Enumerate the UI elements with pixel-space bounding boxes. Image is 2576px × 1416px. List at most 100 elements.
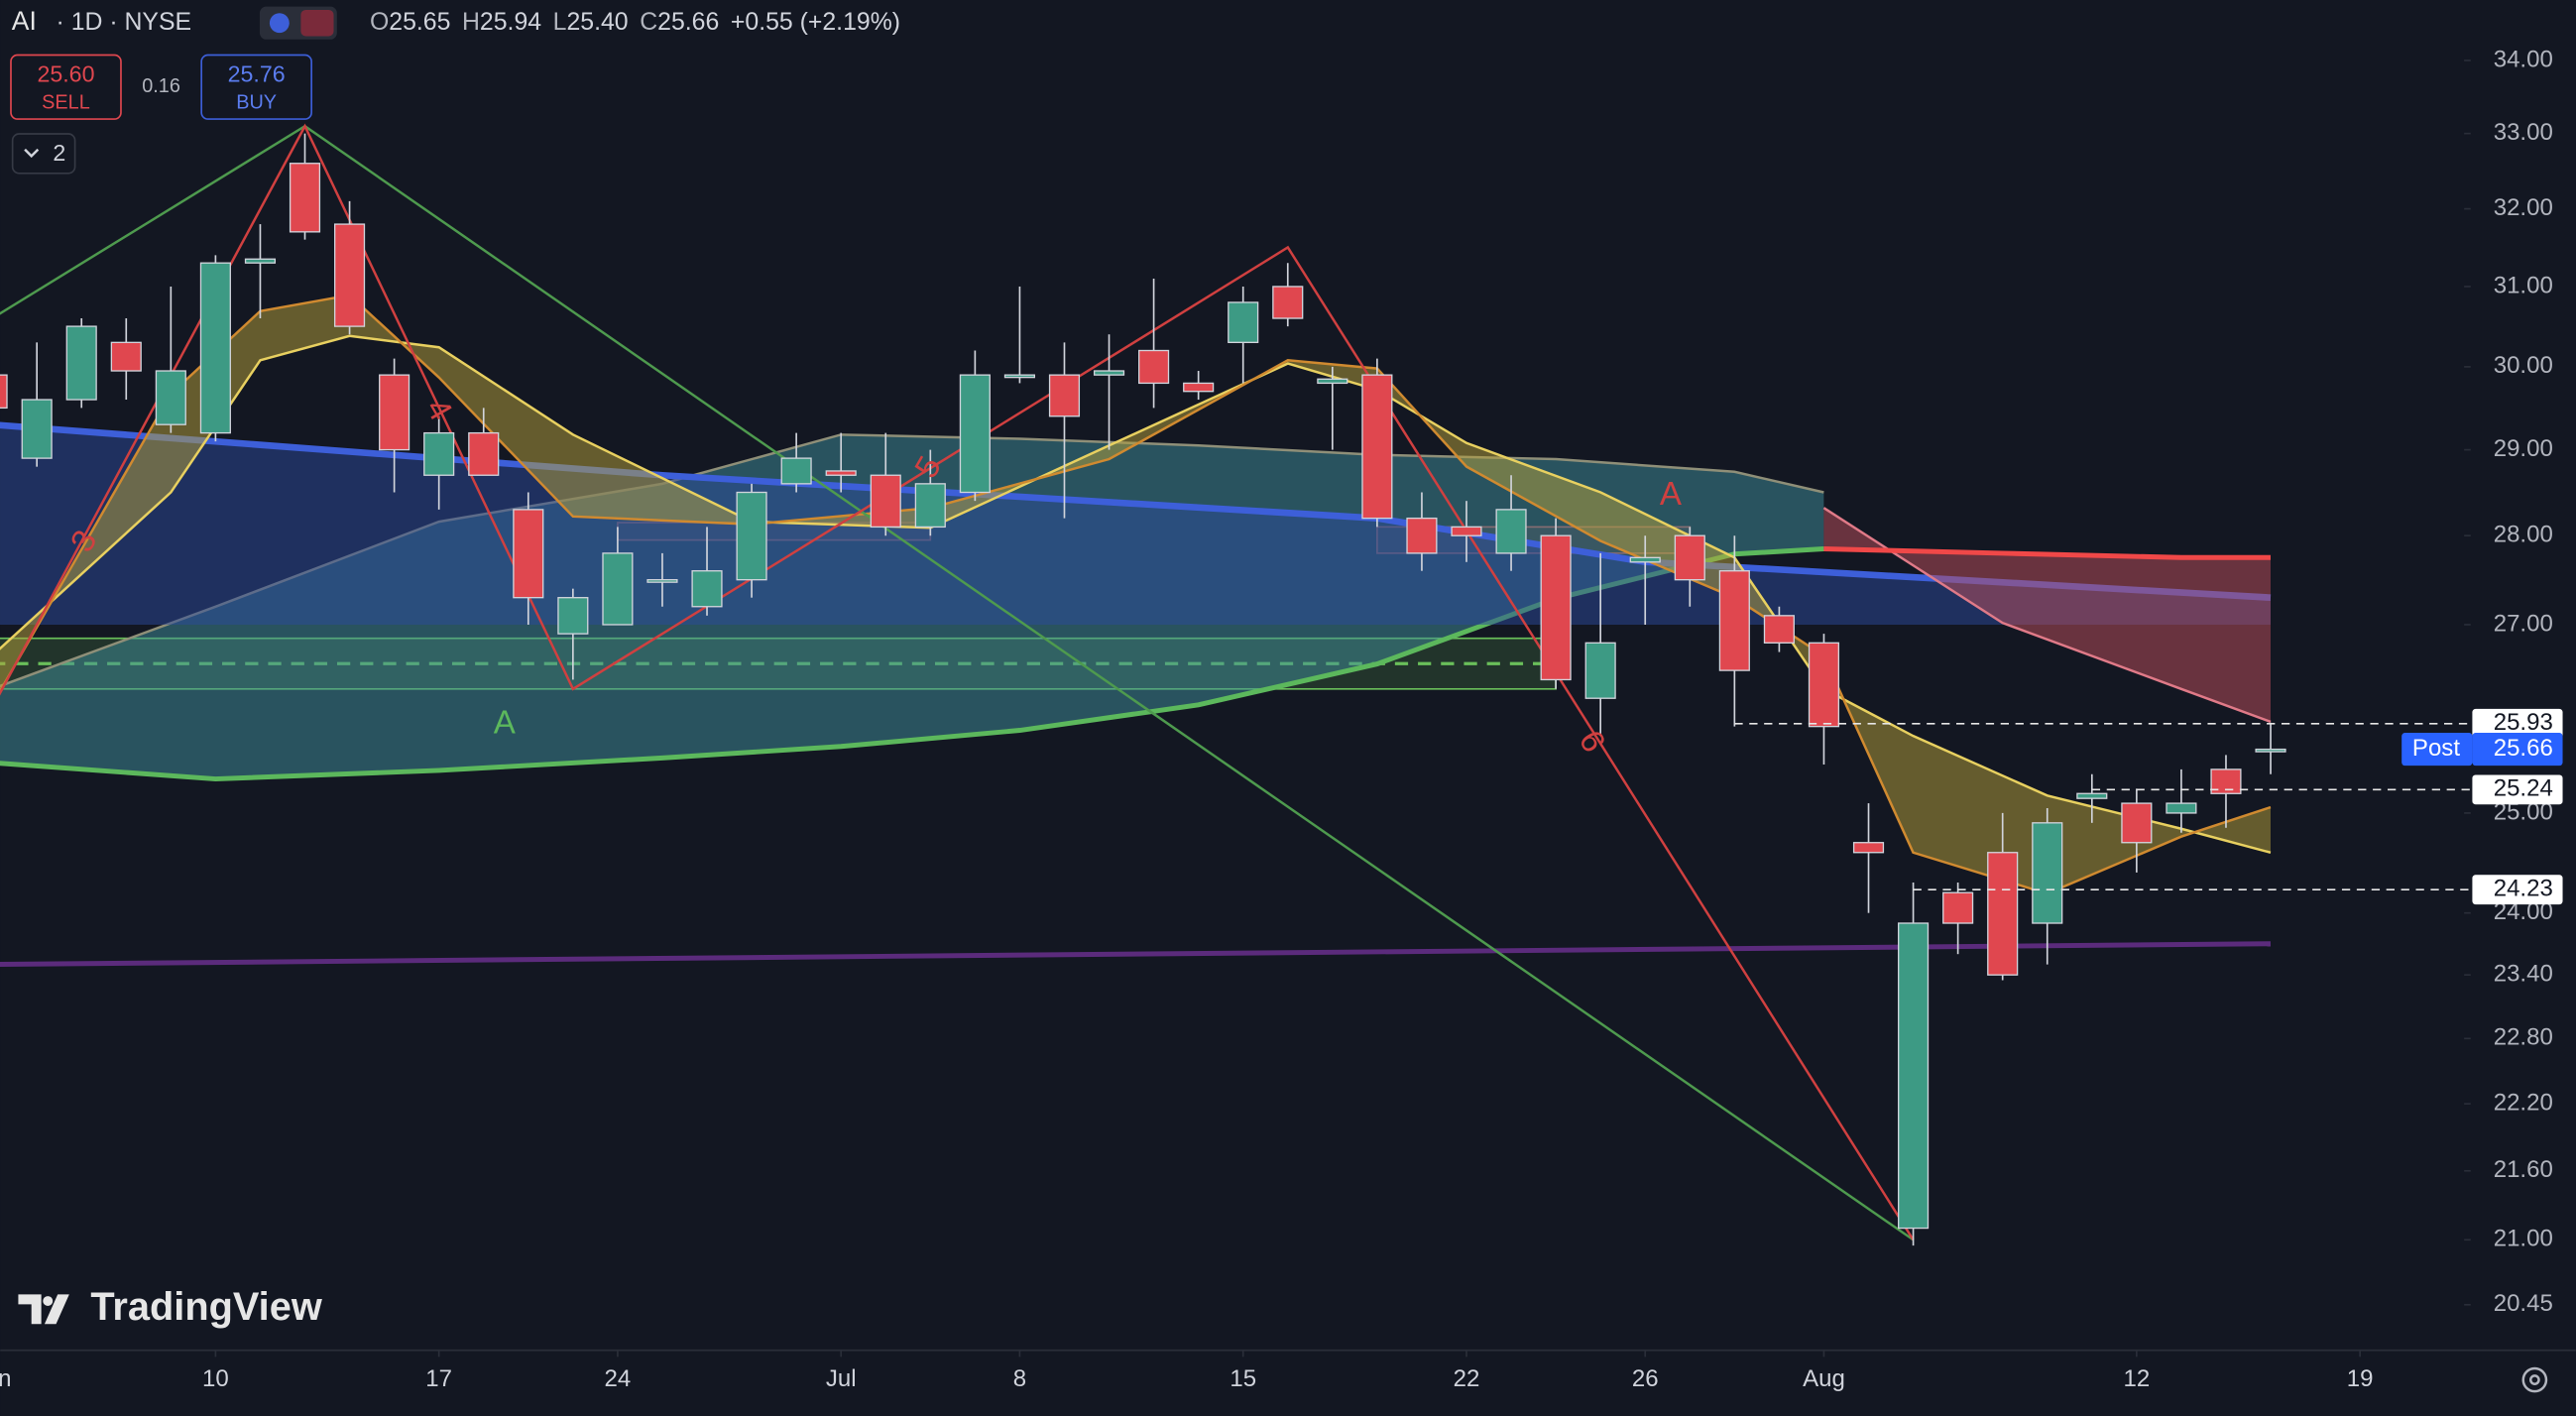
candle-body (1674, 534, 1705, 581)
candle-body (2032, 822, 2063, 924)
x-tick-label: 8 (1013, 1365, 1026, 1392)
pattern-label: A (1660, 476, 1683, 513)
level-label: 25.24 (2494, 775, 2553, 802)
change: +0.55 (+2.19%) (731, 9, 900, 36)
x-tick-label: Jul (826, 1365, 857, 1392)
y-tick-label: 31.00 (2494, 272, 2553, 298)
settings-icon[interactable] (2521, 1366, 2548, 1393)
candle-body (379, 374, 410, 451)
x-tick-label: 10 (202, 1365, 229, 1392)
candle-body (602, 552, 634, 626)
buy-button[interactable] (200, 54, 312, 120)
candle-body (2255, 748, 2286, 753)
indicators-count: 2 (53, 140, 65, 166)
candle-body (557, 597, 589, 635)
candle-body (65, 325, 97, 401)
sell-button[interactable] (10, 54, 122, 120)
y-tick-label: 23.40 (2494, 961, 2553, 988)
candle-body (155, 370, 186, 425)
ohlc-key: O (370, 9, 389, 36)
candle-body (1584, 642, 1616, 699)
candle-body (1228, 301, 1259, 343)
pattern-label: A (494, 704, 517, 741)
level-label-box (2472, 875, 2563, 905)
post-price-box (2472, 733, 2563, 767)
y-tick-label: 33.00 (2494, 119, 2553, 146)
ohlc-key: L (553, 9, 567, 36)
candle-body (1138, 349, 1170, 385)
candle-body (21, 399, 53, 459)
x-tick-label: 15 (1229, 1365, 1256, 1392)
candle-body (825, 470, 857, 476)
candle-body (870, 474, 901, 529)
x-tick-label: 17 (425, 1365, 452, 1392)
candle-body (110, 341, 142, 372)
candle-body (1540, 534, 1572, 681)
candle-body (1987, 852, 2019, 976)
indicator-line (0, 941, 2272, 968)
interval: · 1D · NYSE (57, 9, 192, 36)
y-tick-label: 29.00 (2494, 435, 2553, 462)
x-tick-label: 19 (2347, 1365, 2374, 1392)
logo-icon (18, 1294, 69, 1325)
data-icon (300, 9, 334, 37)
sell-price: 25.60 (37, 60, 94, 86)
sell-label: SELL (42, 92, 90, 114)
candle-body (2121, 802, 2153, 844)
candle-body (1808, 642, 1840, 728)
logo-dot (43, 1296, 54, 1307)
candle-body (780, 457, 812, 485)
band-area (1823, 508, 2271, 722)
x-tick-label: Jun (0, 1365, 11, 1392)
x-tick-label: 12 (2124, 1365, 2151, 1392)
candle-body (1852, 842, 1885, 854)
y-tick-label: 27.00 (2494, 610, 2553, 637)
band-area (0, 295, 2271, 894)
band-upper (0, 334, 2272, 854)
candle-body (959, 374, 991, 494)
candle-body (1183, 382, 1215, 393)
candle-body (1898, 922, 1930, 1230)
candle-body (736, 491, 767, 581)
candle-body (468, 431, 500, 476)
candle-body (646, 579, 678, 583)
post-tag: Post (2412, 735, 2460, 762)
post-tag-box (2401, 733, 2473, 767)
candle-body (1495, 509, 1527, 554)
candle-body (199, 262, 231, 434)
y-tick-label: 28.00 (2494, 522, 2553, 548)
candle-body (1451, 526, 1482, 536)
y-tick-label: 20.45 (2494, 1290, 2553, 1317)
logo-text: TradingView (90, 1285, 321, 1329)
candle-body (914, 483, 946, 529)
candle-body (333, 223, 366, 327)
level-label-box (2472, 774, 2563, 805)
x-tick-label: 26 (1632, 1365, 1659, 1392)
y-tick-label: 22.80 (2494, 1024, 2553, 1051)
ohlc-value: 25.66 (657, 9, 719, 36)
candle-body (1048, 374, 1081, 417)
candle-body (513, 509, 544, 599)
candle-body (2166, 802, 2197, 814)
candle-body (1317, 378, 1348, 385)
level-label: 24.23 (2494, 875, 2553, 901)
level-label: 25.93 (2494, 709, 2553, 736)
y-tick-label: 21.60 (2494, 1156, 2553, 1183)
y-tick-label: 21.00 (2494, 1226, 2553, 1252)
chevron-icon (24, 148, 40, 159)
ohlc-key: C (640, 9, 657, 36)
candle-body (1003, 374, 1035, 379)
settings-icon-center (2528, 1374, 2540, 1385)
candle-body (2076, 792, 2108, 799)
market-icon (269, 13, 290, 34)
candle-body (1406, 517, 1438, 554)
ohlc-key: H (462, 9, 480, 36)
candle-body (1093, 370, 1125, 376)
ohlc-legend: O 25.65 H 25.94 L 25.40 C 25.66 +0.55 (+2.19%) (370, 9, 900, 36)
candle-body (1763, 615, 1795, 644)
y-tick-label: 34.00 (2494, 46, 2553, 72)
indicators-toggle[interactable] (11, 133, 76, 175)
